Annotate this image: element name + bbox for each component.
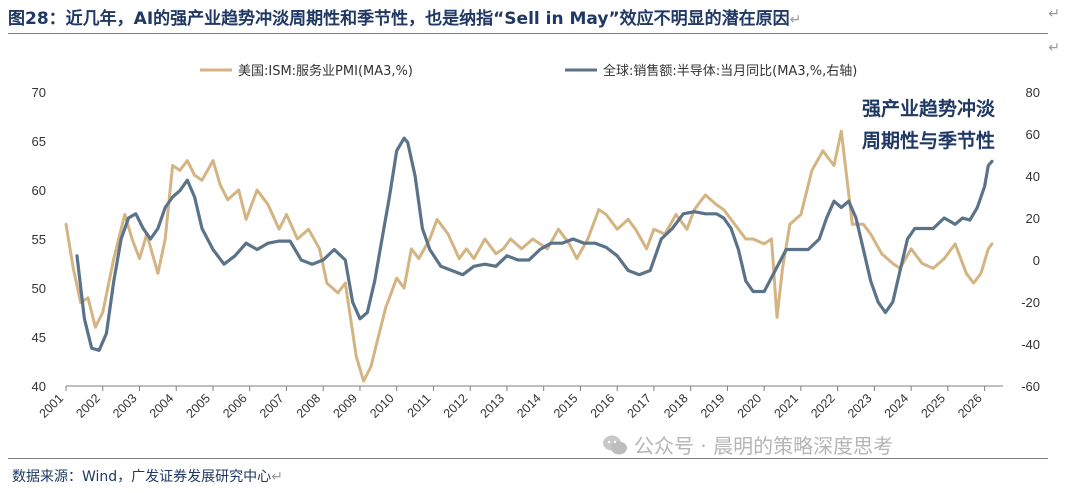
y-left-tick-label: 45 — [32, 330, 46, 345]
x-tick-label: 2025 — [918, 391, 948, 421]
y-right-tick-label: -40 — [1021, 337, 1040, 352]
x-tick-label: 2018 — [661, 391, 691, 421]
header-rule — [8, 33, 1048, 34]
y-left-tick-label: 60 — [32, 183, 46, 198]
x-tick-label: 2024 — [882, 391, 912, 421]
y-right-tick-label: 20 — [1026, 211, 1040, 226]
x-tick-label: 2007 — [257, 391, 287, 421]
source-note: 数据来源：Wind，广发证券发展研究中心↵ — [12, 469, 283, 485]
footer-rule — [8, 458, 1048, 459]
annotation: 强产业趋势冲淡 周期性与季节性 — [862, 97, 996, 152]
wechat-icon — [603, 435, 627, 454]
y-right-tick-label: -60 — [1021, 379, 1040, 394]
return-mark-icon: ↵ — [1048, 6, 1060, 22]
legend-label-ism: 美国:ISM:服务业PMI(MA3,%) — [238, 63, 413, 79]
x-tick-label: 2022 — [808, 391, 838, 421]
x-tick-label: 2014 — [514, 391, 544, 421]
series-ism-services-pmi-line — [64, 129, 994, 383]
x-tick-label: 2010 — [367, 391, 397, 421]
x-tick-label: 2009 — [331, 391, 361, 421]
x-tick-label: 2008 — [294, 391, 324, 421]
x-tick-label: 2023 — [845, 391, 875, 421]
y-right-tick-label: 0 — [1033, 253, 1040, 268]
y-right-tick-label: 80 — [1026, 85, 1040, 100]
x-tick-label: 2012 — [441, 391, 471, 421]
x-tick-label: 2016 — [588, 391, 618, 421]
x-tick-label: 2006 — [220, 391, 250, 421]
y-left-tick-label: 50 — [32, 281, 46, 296]
watermark-text: 公众号 · 晨明的策略深度思考 — [634, 434, 894, 458]
y-right-tick-label: 60 — [1026, 127, 1040, 142]
x-tick-label: 2005 — [184, 391, 214, 421]
annotation-line-2: 周期性与季节性 — [862, 129, 995, 152]
x-tick-label: 2002 — [73, 391, 103, 421]
x-tick-label: 2020 — [735, 391, 765, 421]
x-tick-label: 2017 — [624, 391, 654, 421]
chart: 美国:ISM:服务业PMI(MA3,%) 全球:销售额:半导体:当月同比(MA3… — [32, 63, 1040, 421]
y-left-tick-label: 55 — [32, 232, 46, 247]
y-left-tick-label: 70 — [32, 85, 46, 100]
legend: 美国:ISM:服务业PMI(MA3,%) 全球:销售额:半导体:当月同比(MA3… — [200, 63, 857, 79]
annotation-line-1: 强产业趋势冲淡 — [862, 97, 996, 120]
x-tick-label: 2021 — [771, 391, 801, 421]
x-tick-label: 2015 — [551, 391, 581, 421]
x-tick-label: 2001 — [37, 391, 67, 421]
x-tick-label: 2011 — [405, 391, 434, 420]
watermark: 公众号 · 晨明的策略深度思考 — [602, 430, 893, 459]
x-tick-label: 2004 — [147, 391, 177, 421]
y-left-tick-label: 40 — [32, 379, 46, 394]
x-tick-label: 2013 — [477, 391, 507, 421]
plot-lines — [64, 129, 994, 383]
series-semiconductor-sales-line — [75, 136, 994, 352]
y-right-tick-label: 40 — [1026, 169, 1040, 184]
x-tick-label: 2019 — [698, 391, 728, 421]
legend-label-semi: 全球:销售额:半导体:当月同比(MA3,%,右轴) — [603, 63, 857, 79]
y-left-tick-label: 65 — [32, 134, 46, 149]
x-tick-label: 2003 — [110, 391, 140, 421]
return-mark-icon: ↵ — [1048, 40, 1060, 56]
y-right-tick-label: -20 — [1021, 295, 1040, 310]
x-tick-label: 2026 — [955, 391, 985, 421]
page-title: 图28：近几年，AI的强产业趋势冲淡周期性和季节性，也是纳指“Sell in M… — [8, 9, 802, 29]
